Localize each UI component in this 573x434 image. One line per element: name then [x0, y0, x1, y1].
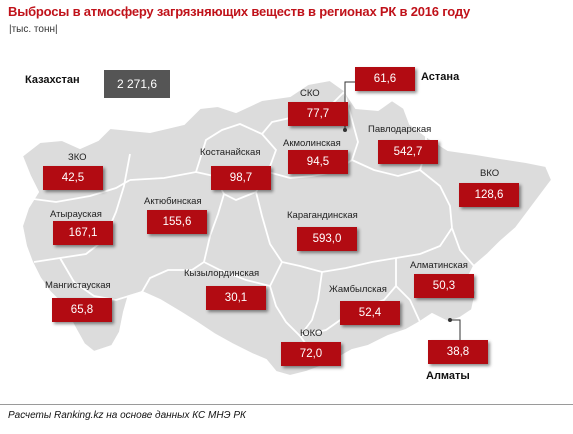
region-label-sko: СКО: [300, 88, 320, 99]
unit-label: |тыс. тонн|: [9, 24, 58, 35]
region-value-atyrau: 167,1: [53, 221, 113, 245]
source-note: Расчеты Ranking.kz на основе данных КС М…: [8, 410, 246, 421]
region-value-kyzylorda: 30,1: [206, 286, 266, 310]
region-label-zhambyl: Жамбылская: [329, 284, 387, 295]
region-value-astana: 61,6: [355, 67, 415, 91]
region-value-zko: 42,5: [43, 166, 103, 190]
region-label-karaganda: Карагандинская: [287, 210, 358, 221]
region-value-mangystau: 65,8: [52, 298, 112, 322]
region-label-vko: ВКО: [480, 168, 500, 179]
region-label-atyrau: Атырауская: [50, 209, 102, 220]
region-value-akmola: 94,5: [288, 150, 348, 174]
region-value-almaty-city: 38,8: [428, 340, 488, 364]
region-label-akmola: Акмолинская: [283, 138, 341, 149]
region-label-almaty-city: Алматы: [426, 370, 470, 382]
astana-city-dot: [343, 128, 347, 132]
region-value-vko: 128,6: [459, 183, 519, 207]
region-label-astana: Астана: [421, 71, 460, 83]
region-label-yuko: ЮКО: [300, 328, 323, 339]
region-label-almaty-region: Алматинская: [410, 260, 468, 271]
region-value-sko: 77,7: [288, 102, 348, 126]
region-label-kyzylorda: Кызылординская: [184, 268, 260, 279]
region-value-yuko: 72,0: [281, 342, 341, 366]
total-label: Казахстан: [25, 74, 80, 86]
page-title: Выбросы в атмосферу загрязняющих веществ…: [8, 4, 471, 19]
region-value-almaty-region: 50,3: [414, 274, 474, 298]
total-value: 2 271,6: [104, 70, 170, 98]
region-label-aktobe: Актюбинская: [144, 196, 202, 207]
region-value-pavlodar: 542,7: [378, 140, 438, 164]
region-value-aktobe: 155,6: [147, 210, 207, 234]
region-label-pavlodar: Павлодарская: [368, 124, 432, 135]
region-label-zko: ЗКО: [68, 152, 87, 163]
region-value-kostanay: 98,7: [211, 166, 271, 190]
region-label-mangystau: Мангистауская: [45, 280, 111, 291]
region-value-karaganda: 593,0: [297, 227, 357, 251]
footer-divider: [0, 404, 573, 405]
almaty-city-dot: [448, 318, 452, 322]
region-label-kostanay: Костанайская: [200, 147, 261, 158]
region-value-zhambyl: 52,4: [340, 301, 400, 325]
